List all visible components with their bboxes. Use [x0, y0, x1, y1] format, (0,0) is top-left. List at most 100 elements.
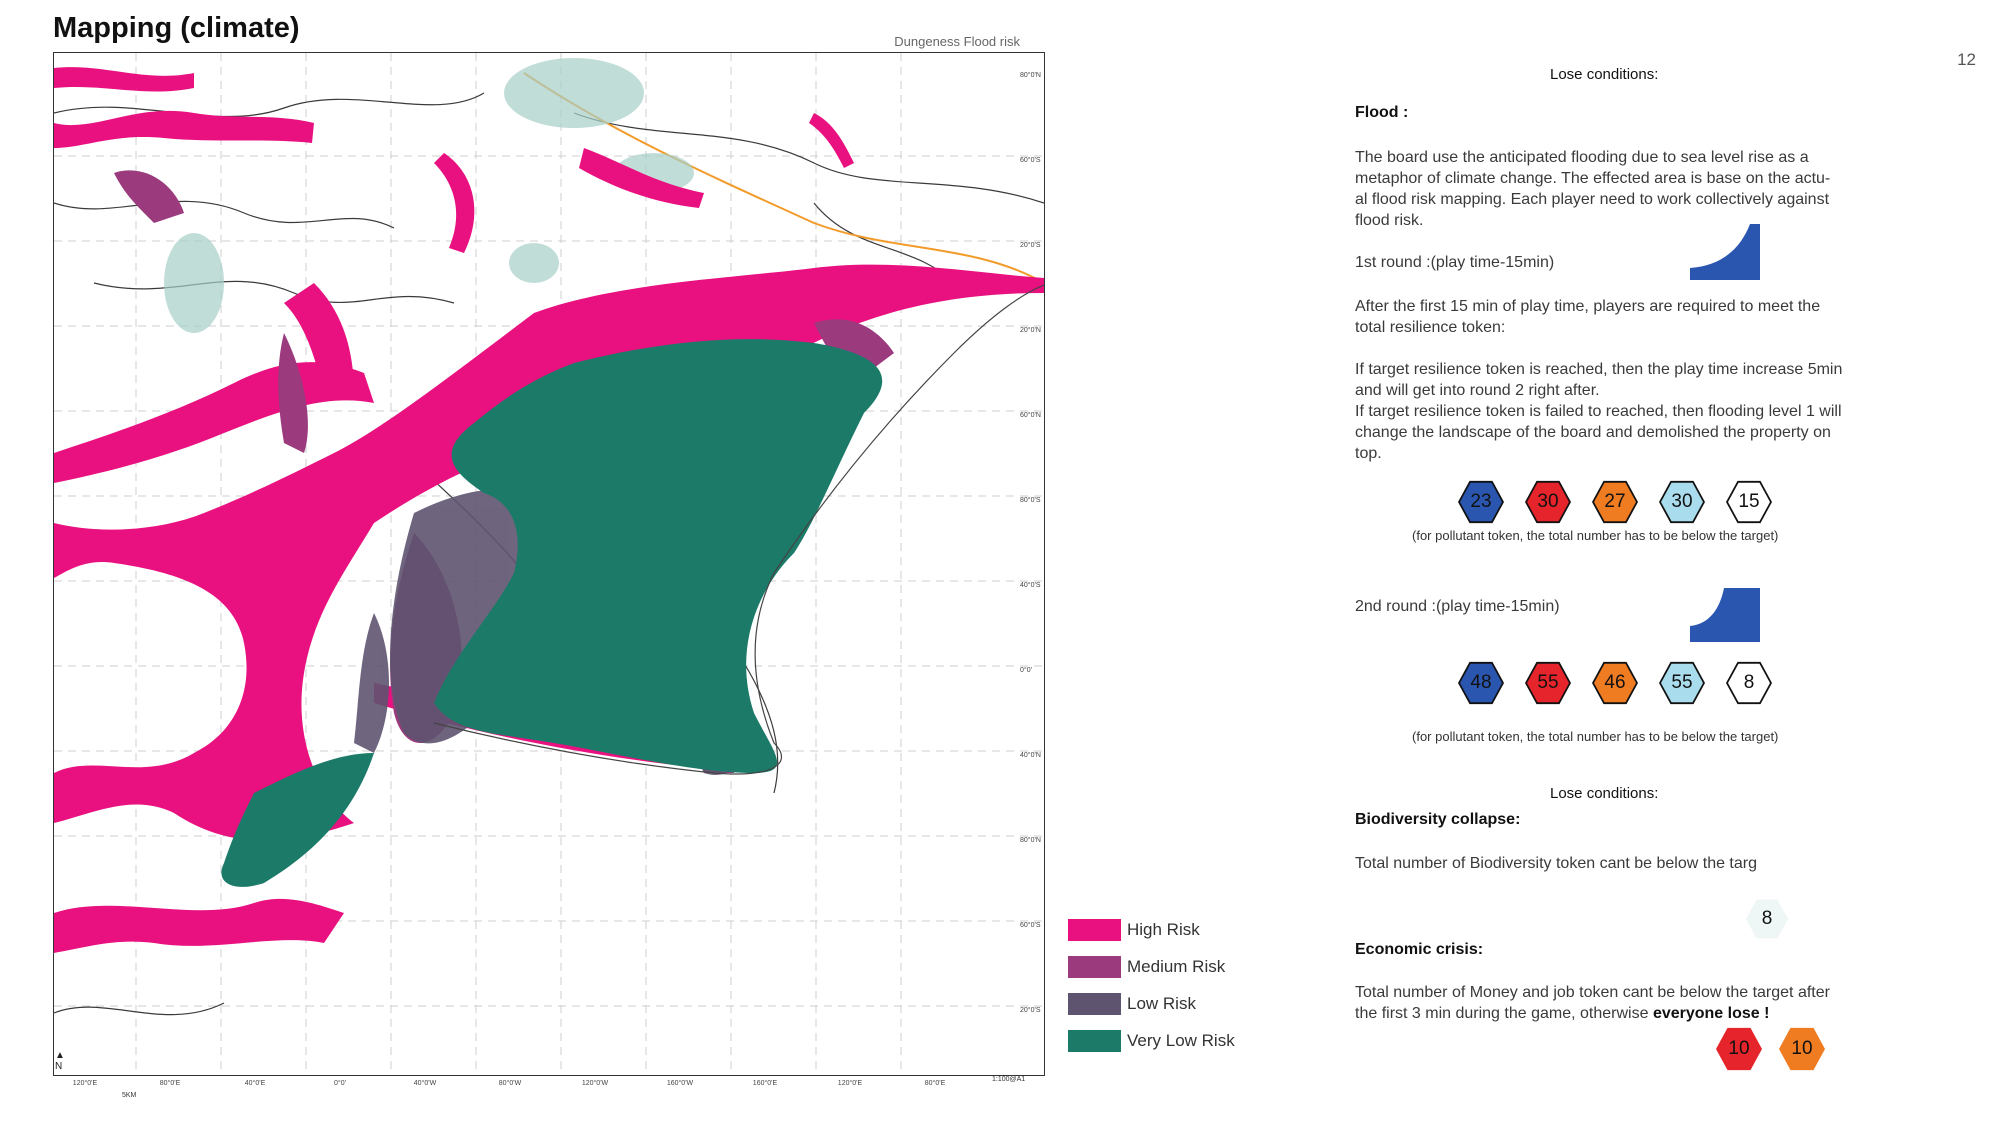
token-value: 8 — [1728, 663, 1770, 703]
scale-ratio: 1:100@A1 — [992, 1076, 1026, 1083]
text-line: and will get into round 2 right after. — [1355, 382, 1600, 399]
token-value: 27 — [1594, 482, 1636, 522]
lose-conditions-title: Lose conditions: — [1550, 785, 1659, 802]
flood-description: The board use the anticipated flooding d… — [1355, 147, 1830, 231]
legend-swatch — [1068, 919, 1121, 941]
biodiversity-description: Total number of Biodiversity token cant … — [1355, 855, 1757, 872]
north-label: N — [55, 1061, 63, 1072]
text-line: After the first 15 min of play time, pla… — [1355, 298, 1821, 315]
x-tick-label: 120°0'E — [837, 1080, 863, 1087]
x-tick-label: 40°0'E — [244, 1080, 266, 1087]
legend-very-low-risk: Very Low Risk — [1068, 1030, 1235, 1052]
resilience-token-blue: 48 — [1458, 661, 1504, 705]
resilience-token-lightblue: 30 — [1659, 480, 1705, 524]
y-tick-label: 20°0'N — [1020, 327, 1041, 334]
text-line: If target resilience token is failed to … — [1355, 403, 1842, 420]
y-tick-label: 40°0'S — [1020, 582, 1041, 589]
x-tick-label: 120°0'W — [581, 1080, 609, 1087]
legend-low-risk: Low Risk — [1068, 993, 1196, 1015]
text-line: top. — [1355, 445, 1382, 462]
biodiversity-heading: Biodiversity collapse: — [1355, 811, 1521, 828]
x-tick-label: 80°0'E — [159, 1080, 181, 1087]
round1-label: 1st round :(play time-15min) — [1355, 254, 1555, 271]
legend-high-risk: High Risk — [1068, 919, 1200, 941]
y-tick-label: 20°0'S — [1020, 1007, 1041, 1014]
resilience-token-orange: 27 — [1592, 480, 1638, 524]
legend-swatch — [1068, 1030, 1121, 1052]
y-tick-label: 60°0'S — [1020, 922, 1041, 929]
y-tick-label: 80°0'N — [1020, 72, 1041, 79]
text-segment: the first 3 min during the game, otherwi… — [1355, 1005, 1649, 1022]
resilience-token-lightblue: 55 — [1659, 661, 1705, 705]
token-value: 10 — [1781, 1029, 1823, 1069]
economic-heading: Economic crisis: — [1355, 941, 1484, 958]
round1-timer-icon — [1690, 224, 1760, 280]
round1-rules: If target resilience token is reached, t… — [1355, 359, 1842, 464]
token-value: 55 — [1527, 663, 1569, 703]
token-value: 15 — [1728, 482, 1770, 522]
pollutant-note: (for pollutant token, the total number h… — [1412, 729, 1779, 744]
round2-label: 2nd round :(play time-15min) — [1355, 598, 1560, 615]
biodiversity-token: 8 — [1746, 899, 1788, 939]
money-token: 10 — [1716, 1027, 1762, 1071]
x-tick-label: 160°0'E — [752, 1080, 778, 1087]
y-tick-label: 80°0'S — [1020, 497, 1041, 504]
x-tick-label: 40°0'W — [413, 1080, 437, 1087]
token-value: 46 — [1594, 663, 1636, 703]
legend-label: Very Low Risk — [1127, 1031, 1235, 1050]
text-line: The board use the anticipated flooding d… — [1355, 149, 1809, 166]
pollutant-token: 8 — [1726, 661, 1772, 705]
coastline — [433, 284, 1044, 775]
text-line: total resilience token: — [1355, 319, 1506, 336]
urban-areas — [164, 58, 694, 333]
text-line: flood risk. — [1355, 212, 1424, 229]
text-line: change the landscape of the board and de… — [1355, 424, 1831, 441]
flood-heading: Flood : — [1355, 104, 1409, 121]
y-tick-label: 0°0' — [1020, 667, 1032, 674]
legend-swatch — [1068, 956, 1121, 978]
token-value: 55 — [1661, 663, 1703, 703]
pollutant-token: 15 — [1726, 480, 1772, 524]
y-tick-label: 60°0'S — [1020, 157, 1041, 164]
lose-conditions-title: Lose conditions: — [1550, 66, 1659, 83]
legend-swatch — [1068, 993, 1121, 1015]
x-tick-label: 160°0'W — [666, 1080, 694, 1087]
emphasis-text: everyone lose ! — [1652, 1005, 1770, 1022]
y-tick-label: 60°0'N — [1020, 412, 1041, 419]
token-value: 48 — [1460, 663, 1502, 703]
north-arrow-icon: ▲ N — [55, 1050, 65, 1072]
text-line: metaphor of climate change. The effected… — [1355, 170, 1831, 187]
token-value: 10 — [1718, 1029, 1760, 1069]
token-value: 30 — [1527, 482, 1569, 522]
x-tick-label: 0°0' — [334, 1080, 346, 1087]
text-line: al flood risk mapping. Each player need … — [1355, 191, 1830, 208]
legend-label: High Risk — [1127, 920, 1200, 939]
legend-medium-risk: Medium Risk — [1068, 956, 1225, 978]
round2-timer-icon — [1690, 588, 1760, 642]
flood-risk-map — [53, 52, 1045, 1076]
token-value: 23 — [1460, 482, 1502, 522]
resilience-token-red: 55 — [1525, 661, 1571, 705]
y-tick-label: 80°0'N — [1020, 837, 1041, 844]
round1-description: After the first 15 min of play time, pla… — [1355, 296, 1820, 338]
resilience-token-blue: 23 — [1458, 480, 1504, 524]
page-title: Mapping (climate) — [53, 12, 300, 44]
text-line: Total number of Money and job token cant… — [1355, 984, 1830, 1001]
text-line: If target resilience token is reached, t… — [1355, 361, 1843, 378]
scale-bar-label: 5KM — [122, 1092, 137, 1099]
job-token: 10 — [1779, 1027, 1825, 1071]
pollutant-note: (for pollutant token, the total number h… — [1412, 528, 1779, 543]
token-value: 30 — [1661, 482, 1703, 522]
economic-description: Total number of Money and job token cant… — [1355, 982, 1830, 1024]
page-number: 12 — [1957, 50, 1976, 69]
text-line: the first 3 min during the game, otherwi… — [1355, 1003, 1830, 1024]
very-low-risk-zones — [221, 339, 883, 887]
legend-label: Low Risk — [1127, 994, 1196, 1013]
resilience-token-red: 30 — [1525, 480, 1571, 524]
map-canvas — [54, 53, 1044, 1075]
y-tick-label: 20°0'S — [1020, 242, 1041, 249]
resilience-token-orange: 46 — [1592, 661, 1638, 705]
y-tick-label: 40°0'N — [1020, 752, 1041, 759]
x-tick-label: 120°0'E — [72, 1080, 98, 1087]
map-caption: Dungeness Flood risk — [894, 34, 1020, 49]
